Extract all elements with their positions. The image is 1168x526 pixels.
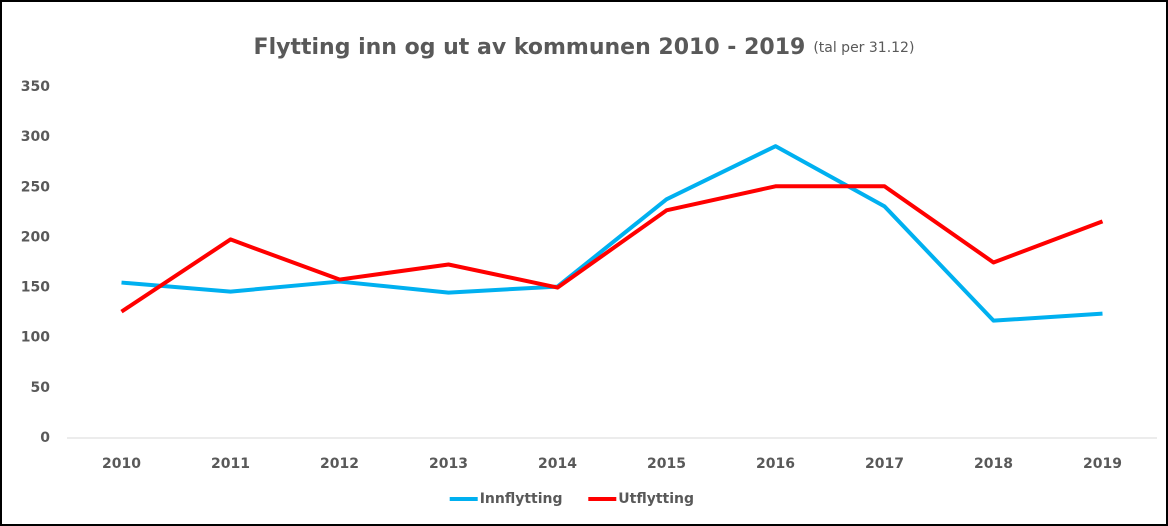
subtitle: (tal per 31.12) [813, 40, 914, 56]
y-tick-label: 150 [21, 280, 50, 296]
x-tick-label: 2014 [538, 456, 577, 472]
series-line [121, 144, 1103, 323]
y-tick-label: 200 [21, 229, 50, 245]
title-main: Flytting inn og ut av kommunen 2010 - 20… [254, 35, 806, 60]
y-tick-label: 50 [31, 380, 51, 396]
y-tick-label: 0 [40, 430, 50, 446]
x-tick-label: 2011 [211, 456, 250, 472]
x-tick-label: 2015 [647, 456, 686, 472]
x-tick-label: 2018 [974, 456, 1013, 472]
x-tick-label: 2012 [320, 456, 359, 472]
x-tick-label: 2016 [756, 456, 795, 472]
series-line [120, 184, 1104, 314]
chart-title: Flytting inn og ut av kommunen 2010 - 20… [254, 35, 915, 60]
legend-label: Utflytting [618, 491, 694, 507]
y-tick-label: 250 [21, 179, 50, 195]
x-tick-label: 2010 [102, 456, 141, 472]
y-tick-label: 100 [21, 330, 50, 346]
y-tick-label: 300 [21, 129, 50, 145]
x-tick-label: 2017 [865, 456, 904, 472]
y-tick-label: 350 [21, 79, 50, 95]
x-tick-label: 2019 [1083, 456, 1122, 472]
legend-label: Innflytting [480, 491, 563, 507]
x-tick-label: 2013 [429, 456, 468, 472]
